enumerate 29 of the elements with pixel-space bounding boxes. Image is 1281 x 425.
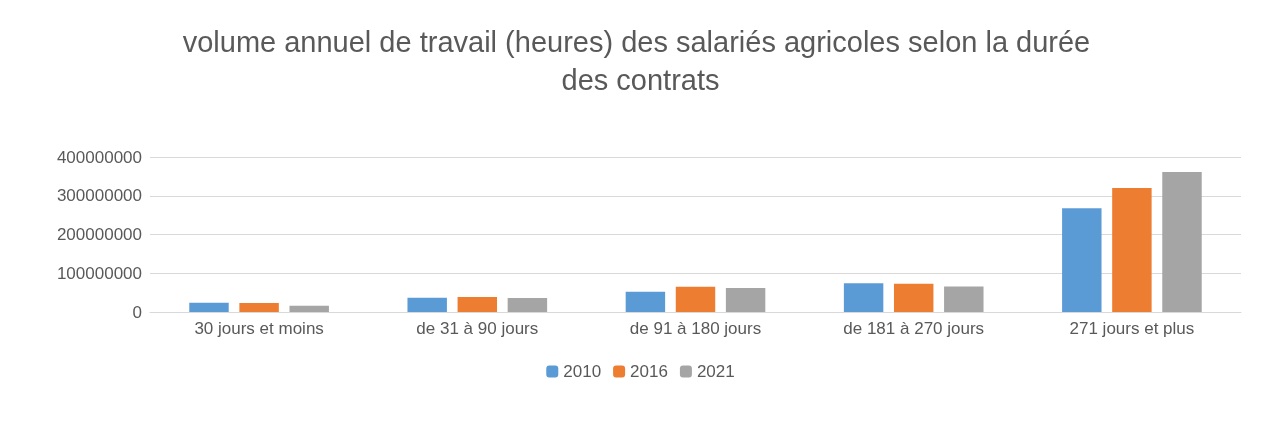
legend-label: 2010 <box>563 362 602 381</box>
x-tick-label: de 91 à 180 jours <box>629 319 762 338</box>
bar <box>1112 188 1152 312</box>
y-tick-label: 400000000 <box>56 147 142 167</box>
legend-label: 2021 <box>696 362 735 381</box>
y-tick-label: 300000000 <box>56 186 142 206</box>
bar <box>893 283 934 312</box>
bar <box>289 305 329 312</box>
y-tick-label: 200000000 <box>56 225 142 244</box>
bar <box>507 298 548 312</box>
legend-label: 2016 <box>630 362 668 381</box>
bar <box>1062 208 1102 312</box>
bar <box>407 297 447 312</box>
x-tick-label: de 181 à 270 jours <box>843 319 985 338</box>
bar <box>457 296 498 312</box>
x-tick-label: 30 jours et moins <box>194 319 324 338</box>
x-tick-label: de 31 à 90 jours <box>416 319 539 338</box>
bar <box>843 283 884 312</box>
bar <box>675 286 716 312</box>
bar <box>625 291 666 312</box>
bar <box>944 286 984 312</box>
bar <box>1162 172 1202 312</box>
bar <box>239 303 279 312</box>
bar <box>189 302 229 312</box>
y-tick-label: 100000000 <box>56 263 142 283</box>
chart-title: volume annuel de travail (heures) des salariés agricoles selon la durée des contrats <box>182 26 1099 96</box>
x-tick-label: 271 jours et plus <box>1069 319 1195 338</box>
bar <box>725 287 766 312</box>
y-tick-label: 0 <box>132 302 142 322</box>
